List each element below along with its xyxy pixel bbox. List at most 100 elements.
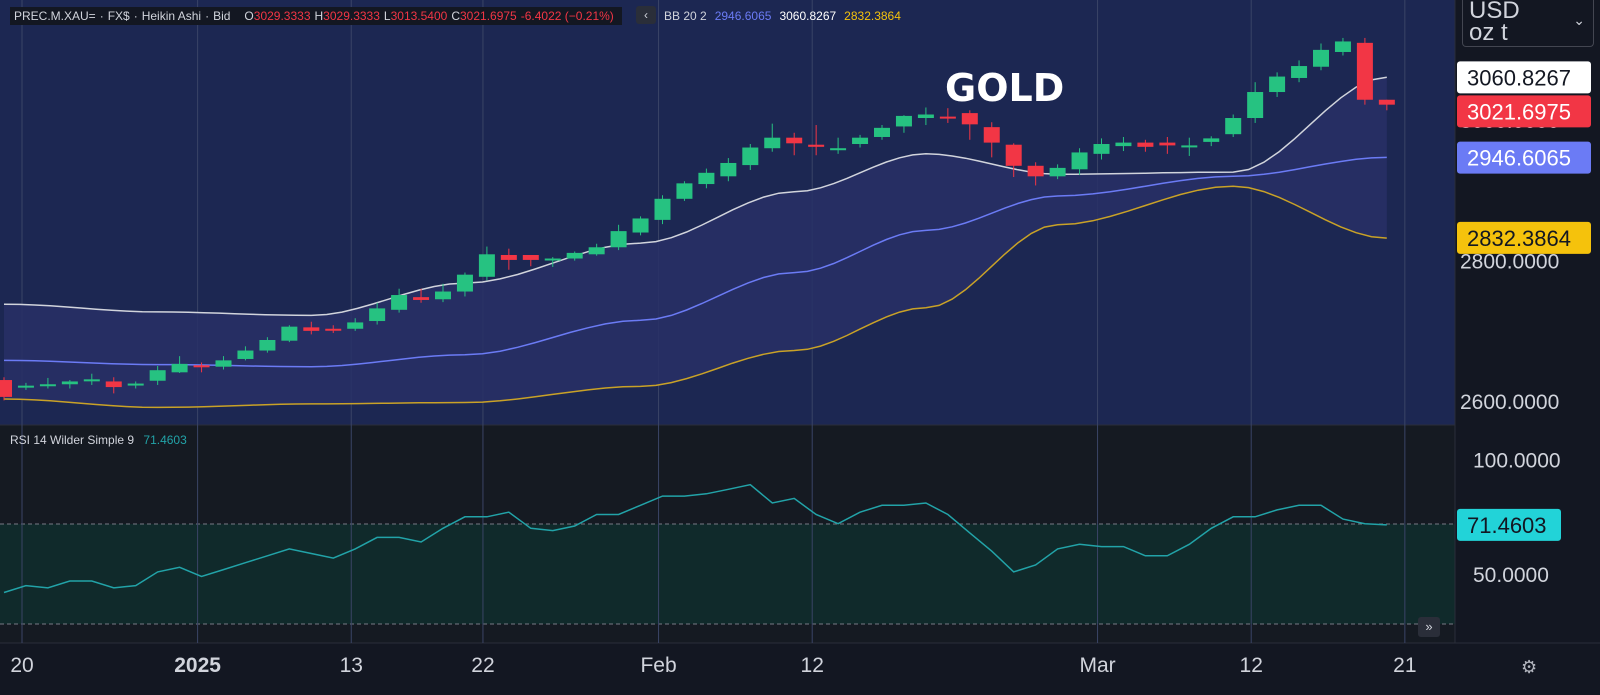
settings-gear-icon[interactable]: ⚙: [1521, 657, 1538, 677]
candle: [742, 144, 759, 170]
price-label-text: 2946.6065: [1467, 146, 1571, 171]
candle-body: [1027, 165, 1044, 177]
candle-body: [917, 114, 934, 119]
candle: [61, 380, 78, 389]
candle-body: [1247, 92, 1264, 119]
rsi-axis-label: 71.4603: [1457, 508, 1561, 541]
candle: [786, 132, 803, 156]
candle-body: [1269, 76, 1286, 93]
close-label: C: [451, 9, 460, 23]
candle: [171, 356, 188, 374]
separator: ·: [133, 9, 138, 23]
candles: [0, 37, 1395, 401]
collapse-legend-button[interactable]: ‹: [636, 6, 656, 24]
candle: [83, 373, 100, 385]
time-axis-ticks: 20 2025 13 22 Feb 12 Mar 12 21: [10, 654, 1416, 677]
currency-label: FX$: [107, 9, 130, 23]
price-axis-labels: 3060.8267 3021.6975 2946.6065 2832.3864: [1457, 61, 1591, 254]
candle: [1247, 82, 1264, 123]
open-value: 3029.3333: [253, 9, 311, 23]
candle-body: [1115, 142, 1132, 147]
time-tick-label: 12: [801, 654, 824, 677]
candle: [456, 272, 473, 297]
candle: [1313, 43, 1329, 71]
candle-body: [895, 115, 912, 127]
rsi-line: [3, 483, 1387, 594]
unit-label: oz t: [1469, 19, 1508, 46]
price-label-box: [1457, 95, 1591, 128]
candle-body: [61, 381, 78, 385]
separator: ·: [205, 9, 210, 23]
candle: [39, 377, 56, 389]
candle-body: [874, 127, 890, 137]
bb-upper-value: 3060.8267: [779, 9, 837, 23]
candle-body: [1378, 99, 1395, 105]
bollinger-upper-line: [3, 76, 1387, 317]
candle-body: [698, 172, 715, 185]
candle-body: [1334, 41, 1351, 52]
price-label: 2946.6065: [1457, 141, 1591, 174]
candle: [764, 123, 781, 152]
candle: [720, 158, 737, 182]
chart-title: GOLD: [945, 66, 1065, 110]
candle: [808, 125, 825, 156]
candle-body: [720, 162, 737, 177]
candle-body: [369, 308, 386, 322]
chart-style-label: Heikin Ashi: [141, 9, 202, 23]
high-value: 3029.3333: [323, 9, 380, 23]
time-tick-label: 12: [1240, 654, 1263, 677]
price-label-text: 3060.8267: [1467, 65, 1571, 90]
candle-body: [259, 340, 276, 351]
candle-body: [105, 381, 122, 388]
candle: [1203, 136, 1220, 147]
candle-body: [654, 198, 671, 220]
time-tick-label: 21: [1393, 654, 1416, 677]
candle: [961, 110, 978, 140]
separator: ·: [99, 9, 104, 23]
rsi-band-fill: [0, 524, 1455, 624]
candle-body: [347, 322, 364, 329]
candle-body: [610, 231, 627, 248]
candle-body: [413, 297, 430, 300]
rsi-axis-ticks: 100.0000 50.0000: [1473, 449, 1561, 587]
candle-body: [961, 113, 978, 125]
expand-icon[interactable]: »: [1418, 617, 1440, 637]
candle: [522, 255, 539, 267]
candle: [610, 224, 627, 251]
price-label-box: [1457, 141, 1591, 174]
candle: [413, 288, 430, 303]
time-tick-label: 2025: [174, 654, 221, 677]
candle-body: [566, 252, 583, 259]
candle: [105, 377, 122, 394]
candle: [588, 243, 605, 256]
candle-body: [1137, 142, 1154, 147]
candle-body: [193, 365, 210, 368]
rsi-value: 71.4603: [143, 433, 187, 447]
candle: [1027, 162, 1044, 186]
candle-body: [522, 255, 539, 260]
candle: [369, 302, 386, 325]
bb-lower-value: 2832.3864: [844, 9, 901, 23]
rsi-legend: RSI 14 Wilder Simple 9 71.4603: [10, 433, 193, 447]
currency-unit-selector[interactable]: USD oz t ⌄: [1462, 0, 1594, 47]
bb-basis-value: 2946.6065: [714, 9, 772, 23]
bb-name[interactable]: BB 20 2: [664, 9, 707, 23]
candle-body: [939, 116, 956, 119]
candle: [1005, 143, 1022, 178]
price-label-box: [1457, 61, 1591, 94]
price-label-text: 3021.6975: [1467, 99, 1571, 124]
candle: [149, 365, 166, 385]
candle: [566, 251, 583, 261]
candle-body: [456, 274, 473, 292]
price-tick-label: 2600.0000: [1460, 391, 1559, 414]
candle: [874, 125, 890, 140]
rsi-name[interactable]: RSI 14 Wilder Simple 9: [10, 433, 135, 447]
rsi-tick-label: 50.0000: [1473, 564, 1549, 587]
candle-body: [325, 328, 342, 331]
candle: [1181, 137, 1198, 156]
symbol-name[interactable]: PREC.M.XAU=: [14, 9, 96, 23]
candle: [895, 115, 912, 133]
candle: [1378, 99, 1395, 111]
candle: [127, 381, 144, 389]
candle-body: [171, 363, 188, 373]
